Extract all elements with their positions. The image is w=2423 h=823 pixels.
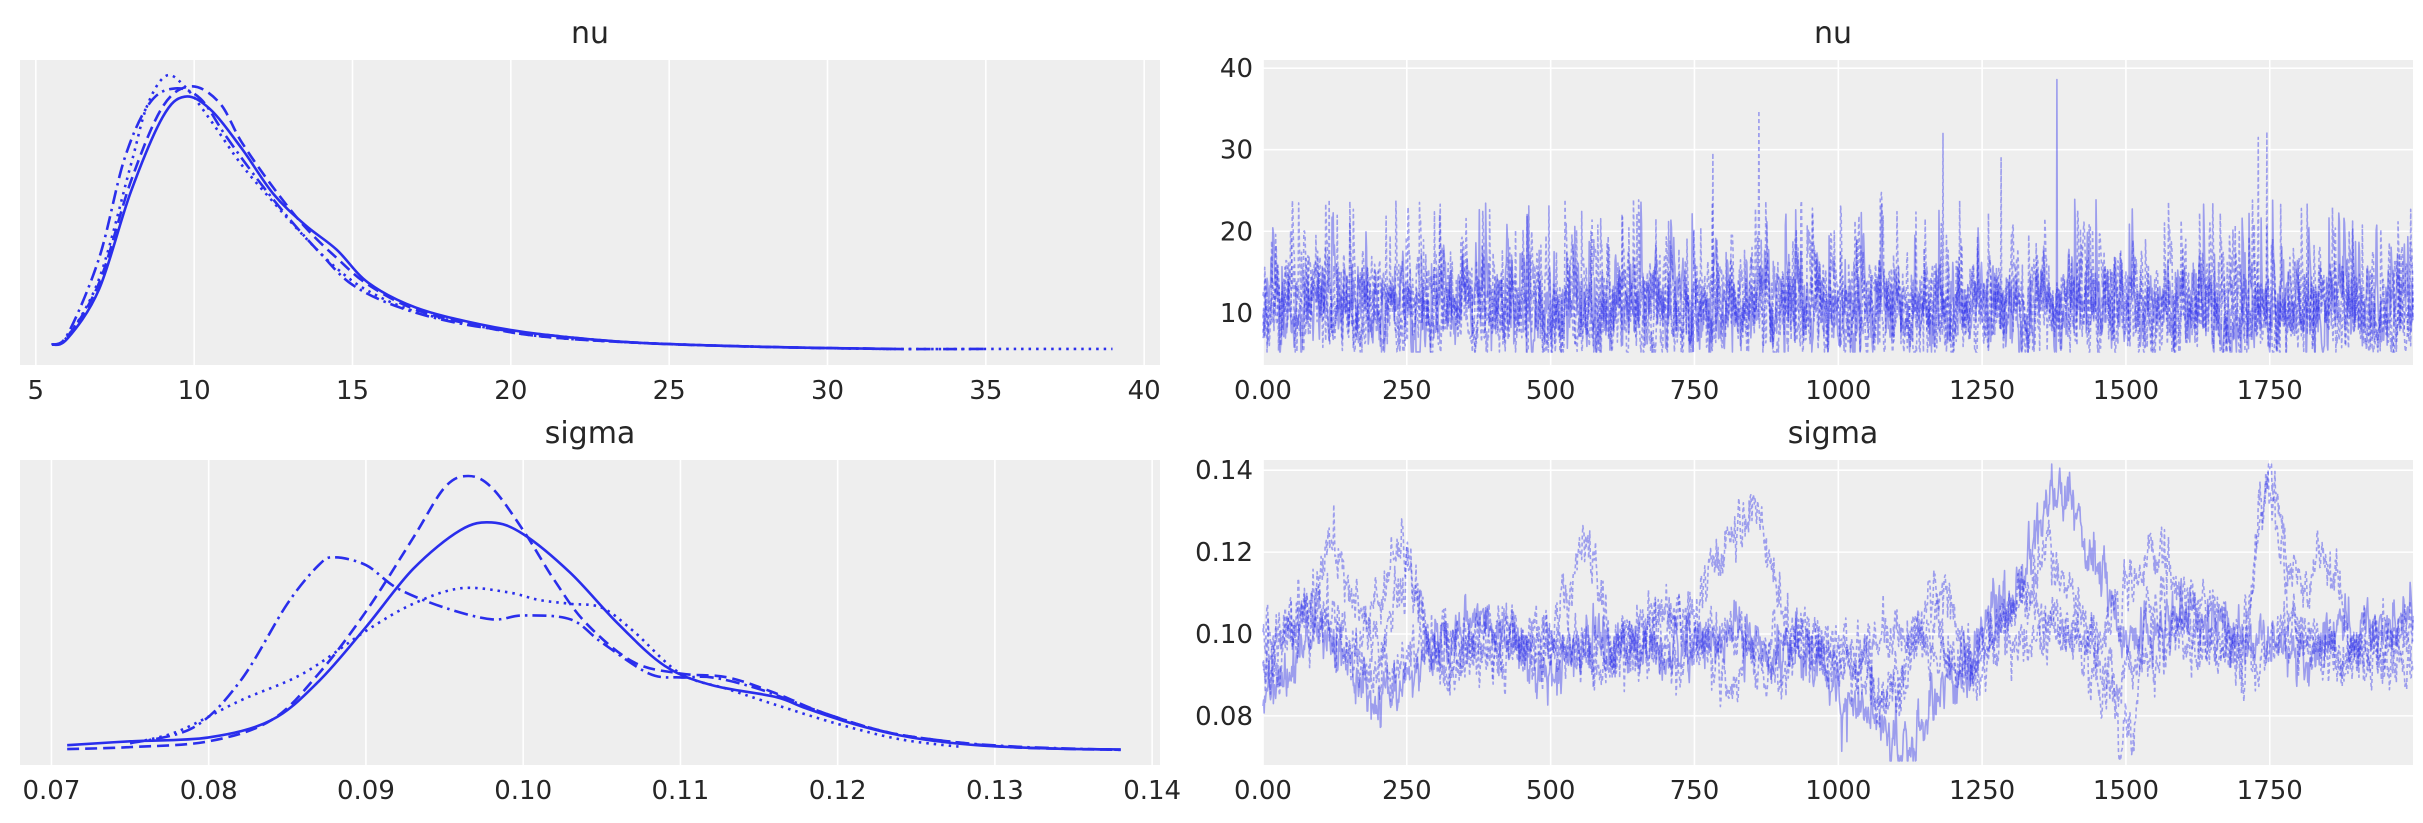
x-tick-label: 500 [1526, 776, 1576, 806]
sigma-density-title: sigma [545, 416, 636, 451]
sigma-trace-panel: sigma 0.00 250 500 750 1000 1250 1500 1750 0.08 0… [1195, 416, 2414, 806]
density-line-dashed [67, 474, 1121, 752]
x-tick-label: 1500 [2093, 776, 2159, 806]
trace-chain-2 [1262, 471, 2414, 762]
y-tick-label: 0.10 [1195, 620, 1253, 650]
nu-trace-title: nu [1814, 16, 1852, 51]
x-tick-label: 35 [969, 376, 1002, 406]
x-tick-label: 10 [178, 376, 211, 406]
sigma-density-panel: sigma 0.07 0.08 0.09 0.10 0.11 0.12 0.13 0.14 [20, 416, 1181, 806]
x-tick-label: 0.08 [180, 776, 238, 806]
x-tick-label: 1000 [1805, 376, 1871, 406]
y-tick-label: 0.12 [1195, 538, 1253, 568]
y-tick-label: 30 [1220, 136, 1253, 166]
x-tick-label: 1750 [2237, 776, 2303, 806]
density-line-solid [67, 521, 1121, 751]
x-tick-label: 0.10 [494, 776, 552, 806]
trace-chain-3 [1262, 109, 2414, 353]
trace-chain-1 [1262, 463, 2414, 762]
x-tick-label: 500 [1526, 376, 1576, 406]
x-tick-label: 25 [653, 376, 686, 406]
nu-density-axes-background [20, 60, 1160, 365]
x-tick-label: 1250 [1949, 376, 2015, 406]
sigma-density-axes-background [20, 460, 1160, 765]
x-tick-label: 15 [336, 376, 369, 406]
density-line-dashdot [50, 87, 986, 351]
y-tick-label: 40 [1220, 54, 1253, 84]
x-tick-label: 5 [28, 376, 45, 406]
x-tick-label: 250 [1382, 376, 1432, 406]
y-tick-label: 0.08 [1195, 702, 1253, 732]
nu-density-title: nu [571, 16, 609, 51]
density-line-dashed [51, 85, 898, 351]
sigma-trace-title: sigma [1788, 416, 1879, 451]
x-tick-label: 0.13 [966, 776, 1024, 806]
trace-chain-4 [1262, 583, 2414, 708]
nu-density-panel: nu 5 10 15 20 25 30 35 40 [20, 16, 1161, 406]
trace-chain-4 [1262, 157, 2414, 353]
trace-chain-1 [1262, 78, 2414, 353]
y-tick-label: 10 [1220, 299, 1253, 329]
x-tick-label: 0.11 [651, 776, 709, 806]
trace-chain-3 [1262, 463, 2414, 730]
trace-chain-2 [1262, 130, 2414, 353]
x-tick-label: 0.07 [23, 776, 81, 806]
x-tick-label: 0.00 [1234, 376, 1292, 406]
nu-trace-panel: nu 0.00 250 500 750 1000 1250 1500 1750 10 20 30 40 [1220, 16, 2414, 406]
x-tick-label: 250 [1382, 776, 1432, 806]
density-line-dotted [129, 586, 964, 749]
x-tick-label: 750 [1670, 776, 1720, 806]
x-tick-label: 40 [1128, 376, 1161, 406]
x-tick-label: 1750 [2237, 376, 2303, 406]
y-tick-label: 20 [1220, 217, 1253, 247]
x-tick-label: 0.14 [1123, 776, 1181, 806]
x-tick-label: 0.12 [809, 776, 867, 806]
density-line-dashdot [129, 556, 1121, 752]
x-tick-label: 750 [1670, 376, 1720, 406]
x-tick-label: 1000 [1805, 776, 1871, 806]
x-tick-label: 20 [494, 376, 527, 406]
x-tick-label: 30 [811, 376, 844, 406]
x-tick-label: 0.00 [1234, 776, 1292, 806]
y-tick-label: 0.14 [1195, 456, 1253, 486]
x-tick-label: 0.09 [337, 776, 395, 806]
x-tick-label: 1500 [2093, 376, 2159, 406]
x-tick-label: 1250 [1949, 776, 2015, 806]
